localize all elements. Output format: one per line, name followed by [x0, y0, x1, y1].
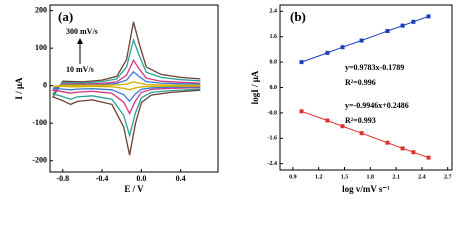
x-tick-label: -0.4: [96, 174, 109, 183]
x-tick-label: 2.1: [392, 174, 400, 180]
y-tick-label: -1.6: [268, 136, 278, 142]
data-point: [426, 155, 431, 160]
annotation: R²=0.996: [345, 78, 376, 87]
x-tick-label: 2.4: [418, 174, 426, 180]
x-tick-label: 1.8: [367, 174, 375, 180]
data-point: [426, 14, 431, 19]
x-tick-label: 1.2: [315, 174, 323, 180]
y-tick-label: 0: [43, 81, 47, 90]
data-point: [340, 124, 345, 129]
annotation: 10 mV/s: [66, 65, 94, 74]
annotation: y=0.9783x-0.1789: [345, 63, 404, 72]
data-point: [340, 45, 345, 50]
y-tick-label: -200: [32, 156, 47, 165]
series-line: [51, 58, 201, 115]
plot-frame: [49, 4, 219, 173]
data-point: [359, 131, 364, 136]
arrow-head: [77, 38, 83, 44]
data-point: [299, 109, 304, 114]
x-tick-label: 1.5: [341, 174, 349, 180]
data-point: [359, 38, 364, 43]
data-point: [325, 118, 330, 123]
series-line: [51, 37, 201, 139]
annotation: 300 mV/s: [66, 27, 98, 36]
series-line: [52, 81, 201, 91]
y-tick-label: 200: [35, 5, 47, 14]
data-point: [385, 29, 390, 34]
y-tick-label: 2.4: [270, 9, 278, 15]
annotation: y=-0.9946x+0.2486: [345, 101, 409, 110]
figure: -0.8 -0.4 0.0 0.4 -200 -100 0 100 200 E / V I / μA…: [14, 4, 453, 194]
series-line: [52, 70, 201, 103]
data-point: [299, 60, 304, 65]
y-tick-label: 0.0: [270, 85, 278, 91]
y-tick-label: 0.8: [270, 59, 278, 65]
series-line: [301, 15, 429, 63]
y-tick-label: -0.8: [268, 110, 278, 116]
annotation: (b): [290, 9, 306, 24]
x-tick-label: 0.4: [176, 174, 186, 183]
x-tick-label: 2.7: [444, 174, 452, 180]
x-tick-label: -0.8: [56, 174, 69, 183]
y-tick-label: -2.4: [268, 161, 278, 167]
x-tick-label: 0.9: [289, 174, 297, 180]
y-tick-label: 1.6: [270, 34, 278, 40]
data-point: [400, 23, 405, 28]
data-point: [385, 140, 390, 145]
data-point: [400, 146, 405, 151]
data-point: [325, 50, 330, 55]
x-tick-label: 0.0: [136, 174, 146, 183]
annotation: R²=0.993: [345, 116, 376, 125]
y-axis-label: logI / μA: [250, 70, 260, 104]
data-point: [411, 150, 416, 155]
data-point: [411, 19, 416, 24]
y-axis-label: I / μA: [14, 77, 24, 100]
annotation: (a): [58, 9, 73, 24]
x-axis-label: log v/mV s⁻¹: [342, 184, 390, 194]
y-tick-label: -100: [32, 118, 47, 127]
y-tick-label: 100: [35, 43, 47, 52]
x-axis-label: E / V: [124, 184, 144, 194]
series-line: [51, 21, 201, 156]
plot-frame: [279, 4, 453, 171]
